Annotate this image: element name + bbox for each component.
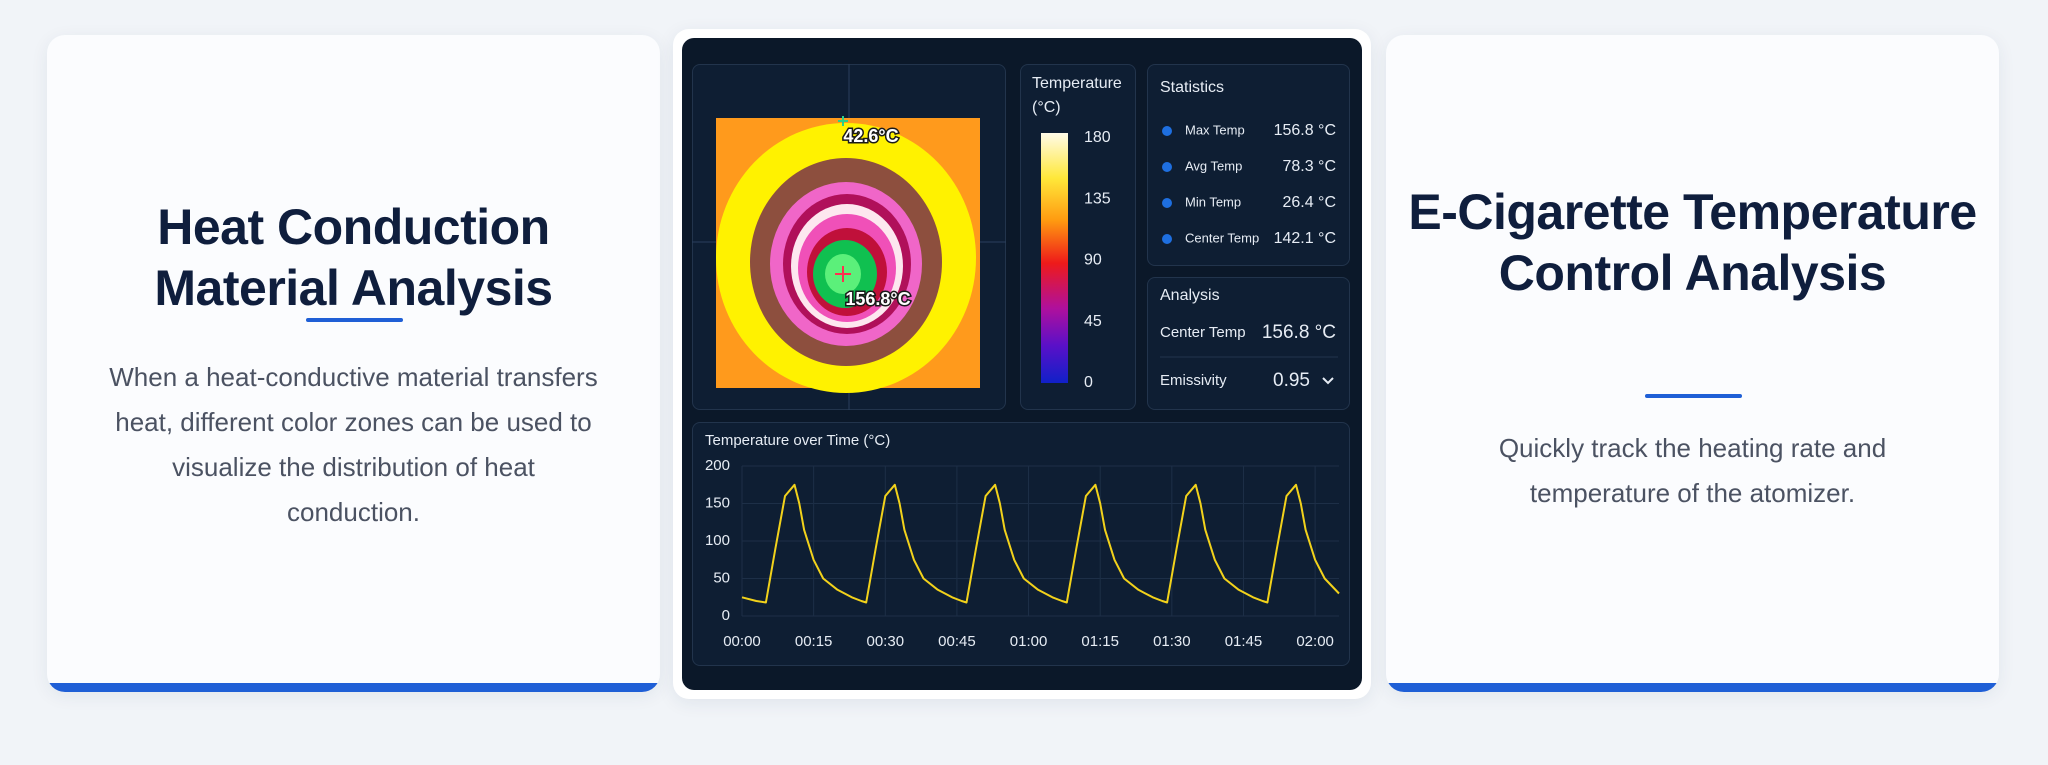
analysis-label: Emissivity (1160, 372, 1227, 389)
card-text: Quickly track the heating rate and tempe… (1498, 433, 1887, 508)
x-tick-label: 01:30 (1153, 633, 1191, 650)
status-dot (1162, 234, 1172, 244)
colorbar-tick-label: 135 (1084, 190, 1111, 207)
card-title: E-Cigarette Temperature Control Analysis (1408, 184, 1977, 301)
stat-label: Max Temp (1185, 122, 1245, 137)
thermal-label: 42.6°C (843, 126, 898, 146)
status-dot (1162, 126, 1172, 136)
stat-value: 78.3 °C (1282, 158, 1336, 175)
status-dot (1162, 162, 1172, 172)
stat-value: 156.8 °C (1274, 122, 1336, 139)
y-tick-label: 50 (713, 569, 730, 586)
thermal-label: 156.8°C (845, 289, 910, 309)
status-dot (1162, 198, 1172, 208)
stat-value: 142.1 °C (1274, 230, 1336, 247)
stat-label: Center Temp (1185, 230, 1259, 245)
panel-title: Statistics (1160, 79, 1224, 96)
dropdown-chevron[interactable] (1322, 377, 1334, 385)
x-tick-label: 00:45 (938, 633, 976, 650)
panel-title: Analysis (1160, 287, 1220, 304)
card-title: Heat Conduction Material Analysis (154, 199, 553, 316)
x-tick-label: 01:15 (1081, 633, 1119, 650)
x-tick-label: 00:15 (795, 633, 833, 650)
analysis-panel (1147, 277, 1350, 410)
x-tick-label: 01:00 (1010, 633, 1048, 650)
accent-bar (47, 683, 660, 692)
divider (305, 318, 403, 322)
x-tick-label: 00:00 (723, 633, 761, 650)
x-tick-label: 01:45 (1225, 633, 1263, 650)
stat-value: 26.4 °C (1282, 194, 1336, 211)
card-text: When a heat-conductive material transfer… (109, 362, 598, 527)
divider (1644, 394, 1742, 398)
chart-title: Temperature over Time (°C) (705, 432, 890, 449)
series-line (741, 483, 1340, 604)
colorbar-tick-label: 180 (1084, 129, 1111, 146)
colorbar-panel (1020, 64, 1136, 410)
colorbar-tick-label: 0 (1084, 374, 1093, 391)
right-card: E-Cigarette Temperature Control Analysis… (1386, 35, 1999, 692)
y-tick-label: 150 (705, 494, 730, 511)
colorbar-tick-label: 90 (1084, 252, 1102, 269)
statistics-panel (1147, 64, 1350, 266)
colorbar-tick-label: 45 (1084, 313, 1102, 330)
analysis-value: 156.8 °C (1262, 322, 1336, 343)
x-tick-label: 02:00 (1296, 633, 1334, 650)
colorbar-title: Temperature (°C) (1032, 75, 1122, 116)
thermal-image (716, 116, 980, 393)
x-tick-label: 00:30 (867, 633, 905, 650)
y-tick-label: 0 (722, 607, 730, 624)
stat-label: Avg Temp (1185, 158, 1242, 173)
stat-label: Min Temp (1185, 194, 1241, 209)
analysis-label: Center Temp (1160, 324, 1246, 341)
y-tick-label: 100 (705, 532, 730, 549)
left-card: Heat Conduction Material Analysis When a… (47, 35, 660, 692)
analysis-value[interactable]: 0.95 (1273, 370, 1310, 391)
y-tick-label: 200 (705, 457, 730, 474)
chart-panel (692, 422, 1350, 666)
accent-bar (1386, 683, 1999, 692)
colorbar (1041, 133, 1068, 383)
